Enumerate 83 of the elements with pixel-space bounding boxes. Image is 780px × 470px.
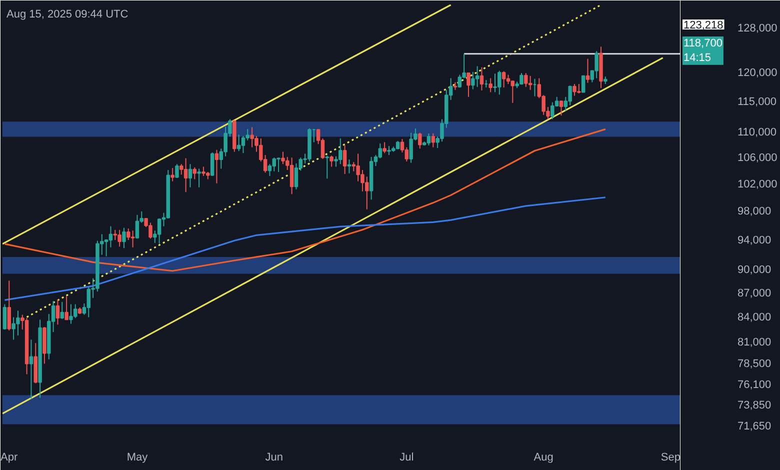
y-tick-label: 98,000 [738,206,772,218]
candlestick [64,296,68,320]
candlestick [594,50,598,79]
y-tick-label: 71,650 [738,420,772,432]
candlestick [135,214,140,240]
candlestick [488,78,492,93]
candlestick [466,72,470,98]
candlestick [2,304,7,330]
y-tick-label: 110,000 [738,126,776,139]
y-tick-label: 73,850 [738,400,772,412]
candlestick [568,85,572,106]
candlestick [581,75,586,93]
candlestick [130,230,135,248]
candlestick [210,152,214,176]
candlestick [378,142,382,159]
candlestick [475,66,480,88]
candlestick [197,168,201,188]
text: 118,700 14:15 [684,38,722,64]
candlestick [431,132,436,148]
candlestick [60,301,64,320]
candlestick [347,159,352,174]
candlestick [122,227,126,249]
candlestick [69,304,73,324]
y-tick-label: 81,000 [738,336,772,348]
x-tick-label: Sep [660,452,681,464]
candlestick [550,102,554,120]
candlestick [118,229,122,248]
candlestick [184,158,188,193]
candlestick [192,166,197,180]
candlestick [272,157,276,172]
candlestick [524,72,528,88]
y-tick-label: 115,000 [738,96,776,108]
candlestick [276,157,280,172]
candlestick [330,155,334,168]
candlestick [382,142,386,154]
candlestick [480,66,484,91]
candlestick [586,58,590,84]
candlestick [290,157,294,195]
x-tick-label: Jun [265,452,284,464]
chart-title: Aug 15, 2025 09:44 UTC [6,8,128,20]
y-tick-label: 102,000 [738,178,778,190]
candlestick [236,134,241,152]
candlestick [458,74,462,88]
x-tick-label: Jul [400,452,414,464]
candlestick [170,168,174,182]
y-tick-label: 87,000 [738,287,772,300]
candlestick [56,298,60,326]
text: 123,218 [684,20,724,32]
candlestick [157,218,162,244]
y-tick-label: 76,100 [738,379,772,392]
x-tick-label: Aug [534,452,554,464]
candlestick [342,144,347,174]
candlestick [188,164,192,188]
candlestick [294,162,298,190]
y-tick-label: 128,000 [738,22,778,35]
candlestick [180,164,184,176]
candlestick [108,226,113,248]
x-tick-label: May [126,452,148,464]
candlestick [7,280,11,331]
line-series [4,196,606,301]
candlestick [126,228,130,241]
candlestick [175,164,179,178]
candlestick [510,80,515,104]
y-tick-label: 94,000 [738,234,772,246]
candlestick [325,155,330,180]
candlestick [29,339,34,400]
line-series [4,128,606,272]
x-tick-label: Apr [0,452,18,464]
y-tick-label: 120,000 [738,66,778,79]
y-tick-label: 90,000 [738,264,772,276]
candlestick [241,135,246,154]
candlestick [418,132,422,150]
candlestick [502,70,506,88]
candlestick [506,74,510,85]
y-tick-label: 106,000 [738,152,778,164]
y-tick-label: 78,500 [738,358,772,370]
candlestick [352,162,356,172]
candlestick [426,132,431,146]
y-tick-label: 84,000 [738,311,772,324]
candlestick [528,75,532,90]
candlestick [559,100,564,116]
candlestick [471,71,475,90]
candlestick [214,149,219,184]
